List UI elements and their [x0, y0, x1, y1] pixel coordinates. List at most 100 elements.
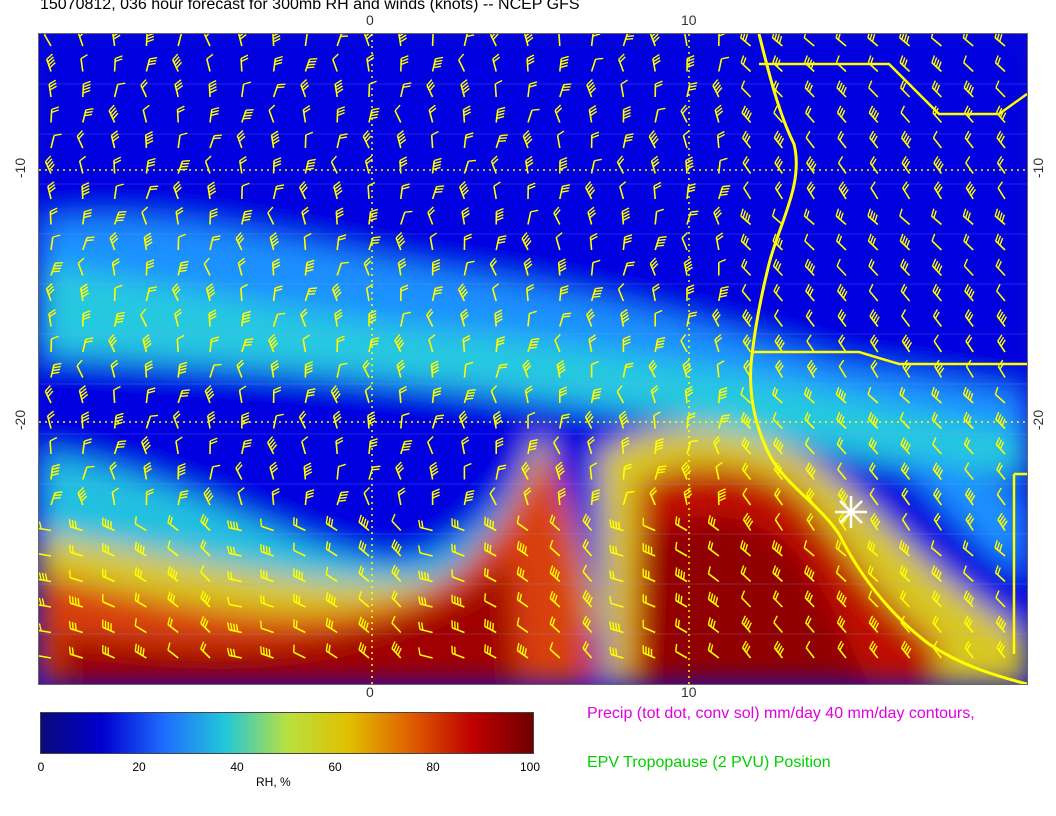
wind-barb	[260, 544, 274, 557]
wind-barb	[241, 108, 254, 123]
wind-barb	[931, 565, 942, 583]
wind-barb	[304, 360, 313, 378]
wind-barb	[622, 105, 631, 123]
wind-barb	[325, 617, 338, 634]
wind-barb	[77, 34, 86, 47]
wind-barb	[933, 156, 944, 174]
wind-barb	[962, 540, 974, 557]
wind-barb	[740, 233, 752, 251]
wind-barb	[651, 283, 660, 302]
wind-barb	[332, 410, 342, 429]
wind-barb	[741, 615, 752, 634]
wind-barb	[590, 34, 601, 47]
wind-barb	[336, 491, 349, 506]
wind-barb	[174, 308, 183, 327]
wind-barb	[82, 107, 94, 123]
right-tick-neg10: -10	[1030, 157, 1047, 179]
wind-barb	[717, 488, 726, 506]
colorbar-title: RH, %	[256, 775, 291, 789]
wind-barb	[868, 283, 879, 302]
wind-barb	[391, 564, 402, 583]
wind-barb	[740, 386, 752, 404]
wind-barb	[172, 410, 181, 429]
wind-barb	[304, 388, 316, 404]
wind-barb	[463, 462, 472, 480]
wind-barb	[113, 82, 126, 98]
wind-barb	[429, 232, 438, 251]
wind-barb	[804, 258, 816, 277]
wind-barb	[461, 436, 470, 455]
wind-barb	[586, 79, 597, 98]
wind-barb	[44, 385, 54, 404]
wind-barb	[43, 34, 52, 47]
wind-barb	[200, 539, 211, 557]
wind-barb	[899, 565, 911, 583]
wind-barb	[835, 540, 847, 557]
wind-barb	[555, 232, 563, 251]
wind-barb	[675, 567, 688, 583]
wind-barb	[270, 359, 280, 378]
right-tick-neg20: -20	[1030, 409, 1047, 431]
wind-barb	[556, 130, 565, 149]
wind-barb	[495, 464, 507, 480]
legend-tropopause: EPV Tropopause (2 PVU) Position	[587, 754, 831, 771]
wind-barb	[683, 257, 693, 276]
wind-barb	[50, 463, 61, 480]
wind-barb	[740, 411, 752, 430]
wind-barb	[838, 334, 847, 353]
wind-barb	[715, 232, 724, 251]
wind-barb	[462, 334, 471, 353]
wind-barb	[426, 436, 434, 455]
wind-barb	[774, 181, 784, 200]
wind-barb	[204, 385, 215, 404]
wind-barb	[235, 232, 245, 251]
wind-barb	[772, 565, 783, 583]
wind-barb	[621, 207, 631, 225]
wind-barb	[418, 596, 433, 608]
wind-barb	[996, 462, 1006, 481]
wind-barb	[365, 283, 374, 302]
wind-barb	[364, 155, 373, 174]
wind-barb	[358, 540, 370, 557]
wind-barb	[649, 34, 660, 47]
wind-barb	[177, 233, 187, 251]
wind-barb	[200, 641, 211, 659]
wind-barb	[931, 55, 942, 73]
wind-barb	[557, 487, 567, 506]
wind-barb	[363, 487, 370, 506]
wind-barb	[293, 542, 306, 557]
wind-barb	[516, 540, 529, 557]
wind-barb	[113, 210, 127, 225]
wind-barb	[527, 411, 536, 429]
wind-barb	[145, 387, 156, 404]
wind-barb	[741, 437, 752, 455]
wind-barb	[837, 130, 847, 149]
wind-barb	[177, 34, 189, 47]
wind-barb	[836, 105, 847, 124]
wind-barb	[836, 80, 847, 98]
wind-barb	[741, 640, 752, 659]
wind-barb	[741, 130, 752, 149]
wind-barb	[707, 566, 720, 583]
wind-barb	[558, 34, 561, 47]
wind-barb	[208, 309, 217, 327]
wind-barb	[932, 130, 943, 149]
wind-barb	[396, 359, 406, 378]
wind-barb	[964, 462, 974, 481]
wind-barb	[238, 385, 247, 404]
wind-barb	[303, 232, 312, 251]
wind-barb	[527, 438, 539, 455]
wind-barb	[549, 539, 561, 557]
wind-barb	[109, 232, 119, 251]
wind-barb	[963, 55, 974, 73]
wind-barb	[900, 283, 911, 302]
wind-barb	[111, 258, 120, 276]
wind-barb	[209, 235, 221, 251]
wind-barb	[771, 540, 783, 557]
wind-barb	[774, 487, 784, 506]
wind-barb	[177, 389, 190, 404]
wind-barb	[431, 157, 442, 174]
wind-barb	[200, 615, 211, 634]
wind-barb	[204, 155, 212, 174]
wind-barb	[804, 437, 815, 455]
